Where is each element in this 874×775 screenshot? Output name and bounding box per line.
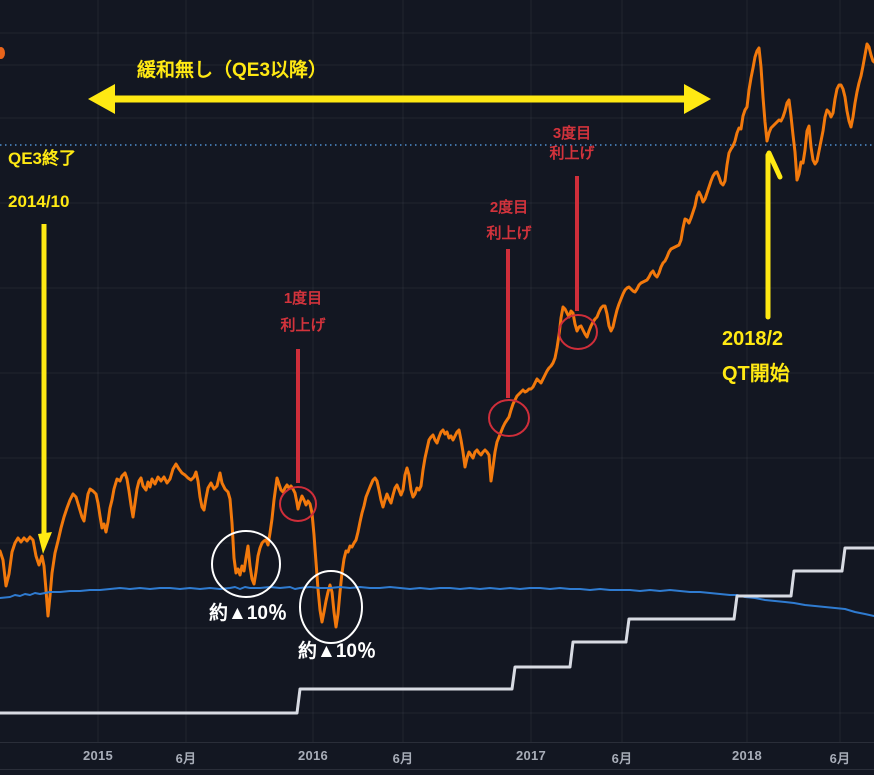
left-edge-orange-dot	[0, 47, 5, 59]
orange-price-line	[0, 42, 874, 629]
x-tick-6月: 6月	[392, 751, 414, 766]
x-tick-2017: 2017	[515, 748, 547, 763]
hike2-circle	[488, 399, 530, 437]
x-tick-6月: 6月	[829, 751, 851, 766]
hike1-circle	[279, 486, 317, 522]
x-tick-6月: 6月	[611, 751, 633, 766]
qt-start-arrow-barb	[766, 150, 783, 180]
drawdown2-circle	[299, 570, 363, 644]
x-axis[interactable]: 2015 6月 2016 6月 2017 6月 2018 6月	[0, 742, 874, 775]
x-tick-2015: 2015	[82, 748, 114, 763]
hike3-circle	[558, 314, 598, 350]
easing-range-arrow-left-head	[88, 84, 115, 114]
drawdown1-circle	[211, 530, 281, 598]
easing-range-arrow-right-head	[684, 84, 711, 114]
white-step-line	[0, 546, 874, 715]
x-tick-2016: 2016	[297, 748, 329, 763]
blue-flat-line	[0, 586, 874, 617]
qe3-end-arrow-head	[38, 532, 52, 554]
x-tick-6月: 6月	[175, 751, 197, 766]
x-tick-2018: 2018	[731, 748, 763, 763]
